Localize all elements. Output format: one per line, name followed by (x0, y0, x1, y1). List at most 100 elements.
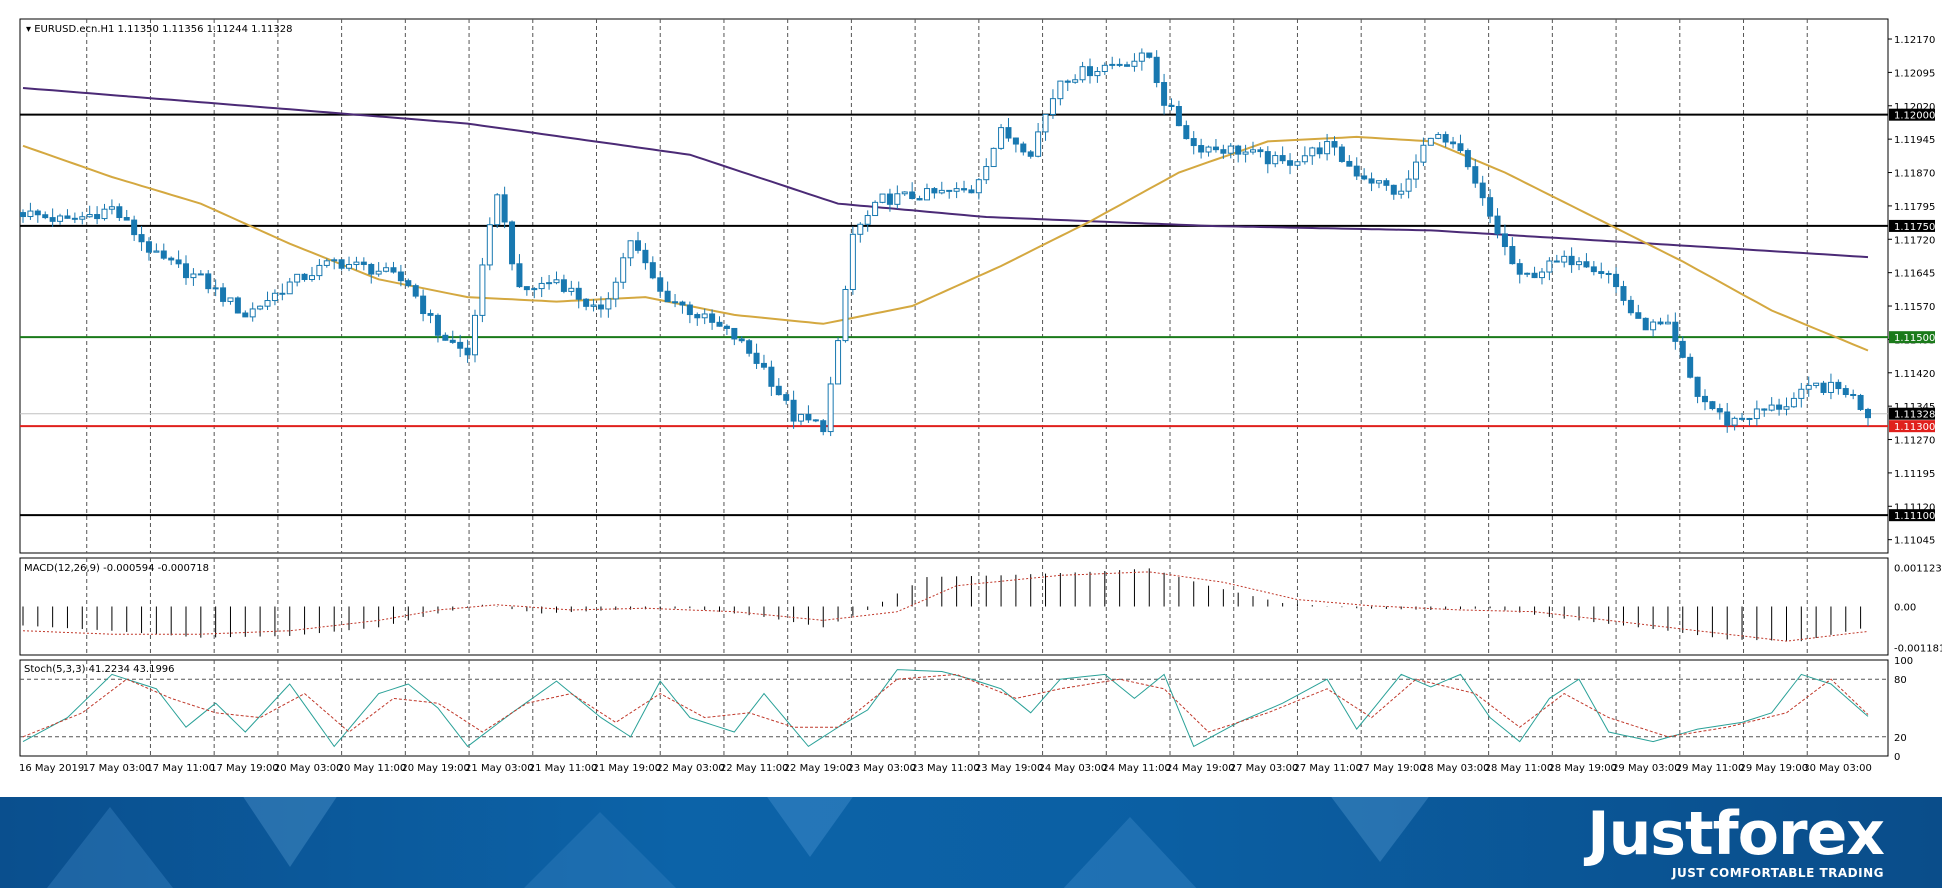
candle-body (1583, 261, 1590, 268)
brand-tagline: JUST COMFORTABLE TRADING (1671, 866, 1884, 880)
candle-body (946, 189, 953, 192)
candle-body (257, 305, 264, 310)
candle-body (1287, 160, 1294, 166)
candle-body (20, 212, 26, 218)
candle-body (464, 347, 471, 356)
candle-body (560, 279, 567, 292)
candle-body (294, 273, 301, 283)
candle-body (805, 413, 812, 421)
x-tick-label: 27 May 03:00 (1230, 763, 1299, 774)
candle-body (1694, 376, 1701, 397)
candle-body (990, 147, 997, 168)
candle-body (1049, 98, 1056, 115)
candle-body (1613, 273, 1620, 288)
candle-body (412, 285, 419, 297)
candle-body (1012, 137, 1019, 145)
candle-body (916, 198, 923, 201)
candle-body (1716, 408, 1723, 413)
candle-body (1390, 184, 1397, 195)
x-tick-label: 16 May 2019 (19, 763, 84, 774)
candle-body (1116, 63, 1123, 66)
candle-body (597, 304, 604, 310)
candle-body (546, 282, 553, 285)
candle-body (131, 219, 138, 236)
moving-average-fast (22, 135, 1869, 352)
candle-body (1568, 255, 1575, 266)
candle-body (286, 281, 293, 295)
x-tick-label: 21 May 11:00 (529, 763, 598, 774)
candle-body (961, 188, 968, 191)
x-tick-label: 24 May 19:00 (1166, 763, 1235, 774)
candle-body (1450, 141, 1457, 145)
candle-body (1457, 143, 1464, 152)
candle-body (998, 127, 1005, 149)
candle-body (1368, 178, 1375, 184)
candle-body (108, 206, 115, 210)
x-tick-label: 23 May 03:00 (847, 763, 916, 774)
price-pane-frame (19, 18, 1889, 554)
candle-body (768, 366, 775, 387)
candle-body (657, 277, 664, 292)
candle-body (1739, 417, 1746, 420)
candle-body (94, 214, 101, 220)
candle-body (901, 191, 908, 195)
candle-body (509, 221, 516, 265)
candle-body (1331, 141, 1338, 148)
candle-body (1524, 272, 1531, 275)
candle-body (1590, 266, 1597, 273)
candle-body (760, 362, 767, 368)
candle-body (716, 321, 723, 327)
candle-body (1657, 321, 1664, 325)
x-tick-label: 23 May 19:00 (975, 763, 1044, 774)
candle-body (316, 264, 323, 277)
candle-body (738, 338, 745, 342)
x-tick-label: 24 May 03:00 (1039, 763, 1108, 774)
candle-body (153, 250, 160, 253)
candle-body (123, 217, 130, 221)
candle-body (1672, 321, 1679, 342)
x-tick-label: 20 May 11:00 (338, 763, 407, 774)
candle-body (175, 259, 182, 265)
candle-body (242, 312, 249, 318)
candle-body (1776, 404, 1783, 410)
stoch-y-tick-label: 0 (1894, 752, 1900, 763)
candle-body (1131, 60, 1138, 67)
y-tick-label: 1.11945 (1894, 135, 1935, 146)
x-tick-label: 28 May 11:00 (1485, 763, 1554, 774)
candle-body (516, 263, 523, 288)
candle-body (686, 304, 693, 316)
candle-body (627, 240, 634, 259)
x-tick-label: 20 May 19:00 (401, 763, 470, 774)
candle-body (820, 420, 827, 433)
candle-body (849, 233, 856, 290)
candle-body (1472, 166, 1479, 184)
candle-body (1731, 417, 1738, 426)
candle-body (553, 279, 560, 284)
candle-body (1842, 388, 1849, 396)
candle-body (323, 260, 330, 266)
candle-body (486, 224, 493, 266)
candle-body (1709, 401, 1716, 410)
candle-body (753, 352, 760, 364)
candle-body (1309, 147, 1316, 157)
price-level-tag (1889, 331, 1935, 344)
candle-body (1072, 79, 1079, 83)
candle-body (931, 188, 938, 194)
candle-body (1124, 64, 1131, 67)
candle-body (1079, 66, 1086, 81)
candle-body (1005, 127, 1012, 139)
candle-body (1294, 161, 1301, 166)
stoch-y-tick-label: 20 (1894, 733, 1907, 744)
candle-body (894, 193, 901, 205)
candle-body (842, 288, 849, 342)
candle-body (1057, 80, 1064, 100)
x-tick-label: 22 May 03:00 (656, 763, 725, 774)
price-level-label: 1.11300 (1894, 422, 1935, 433)
candle-body (1768, 404, 1775, 411)
candle-body (1501, 233, 1508, 248)
candle-body (1086, 66, 1093, 77)
candle-body (798, 413, 805, 422)
candle-body (479, 264, 486, 316)
candle-body (86, 214, 93, 218)
candle-body (649, 262, 656, 279)
